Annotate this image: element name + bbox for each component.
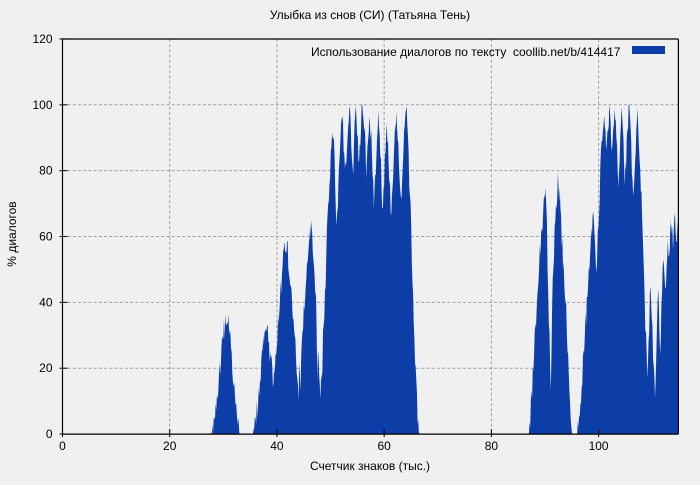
svg-text:100: 100 — [589, 439, 609, 453]
svg-text:20: 20 — [163, 439, 177, 453]
svg-text:60: 60 — [39, 230, 53, 244]
svg-text:0: 0 — [59, 439, 66, 453]
svg-text:80: 80 — [39, 164, 53, 178]
svg-text:40: 40 — [270, 439, 284, 453]
svg-text:60: 60 — [377, 439, 391, 453]
svg-text:40: 40 — [39, 295, 53, 309]
svg-text:0: 0 — [46, 427, 53, 441]
svg-text:100: 100 — [32, 98, 52, 112]
svg-text:120: 120 — [32, 32, 52, 46]
svg-text:80: 80 — [485, 439, 499, 453]
svg-text:20: 20 — [39, 361, 53, 375]
